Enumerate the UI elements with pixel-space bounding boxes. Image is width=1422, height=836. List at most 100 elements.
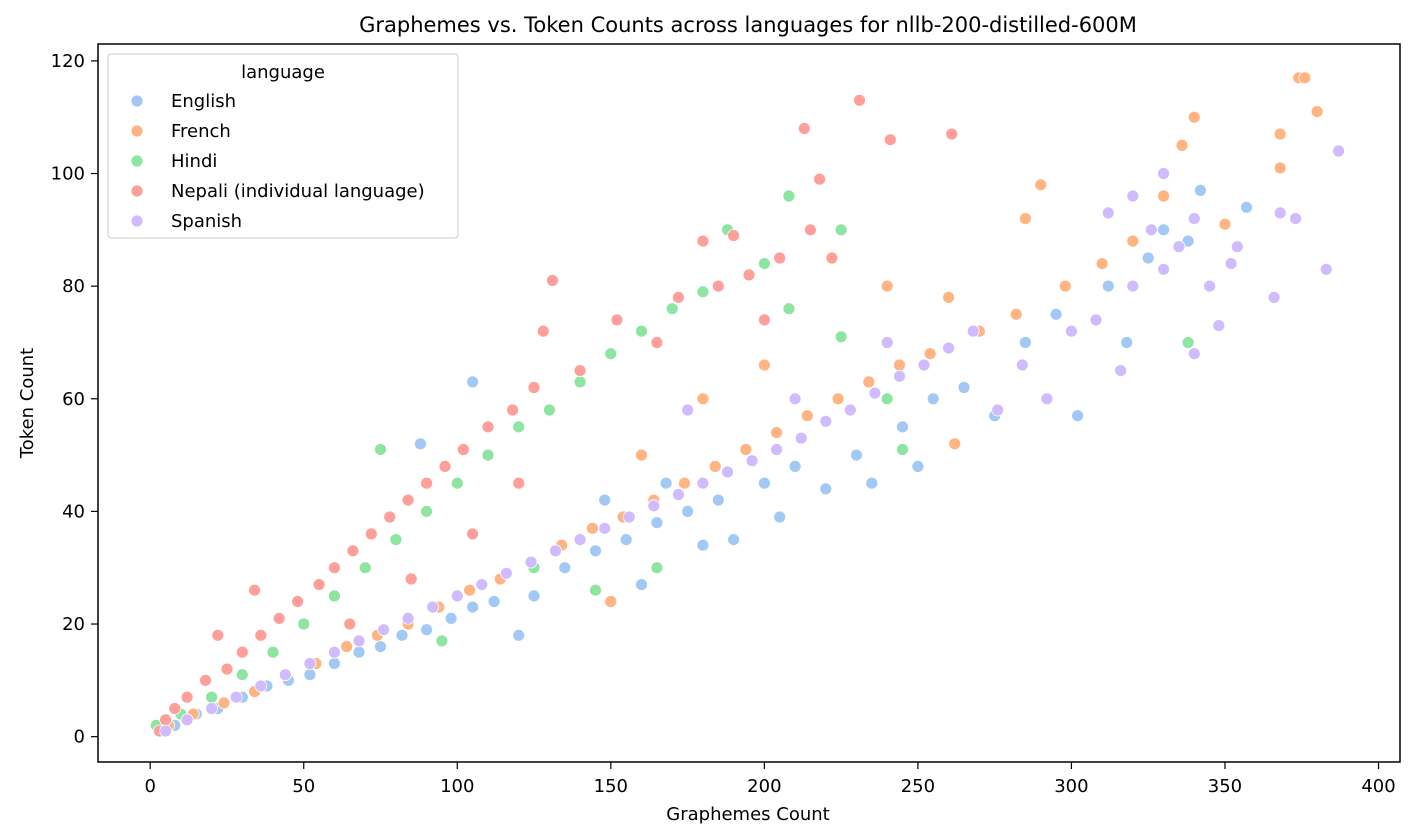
chart-title: Graphemes vs. Token Counts across langua… (359, 13, 1137, 37)
series-3 (152, 93, 959, 738)
data-point (1181, 336, 1195, 349)
data-point (1040, 392, 1054, 406)
data-point (1187, 110, 1201, 124)
data-point (1126, 279, 1140, 293)
data-point (589, 544, 602, 558)
data-point (487, 595, 501, 608)
data-point (536, 324, 550, 338)
data-point (1058, 279, 1072, 293)
data-point (948, 437, 962, 451)
data-point (180, 690, 194, 704)
data-point (896, 420, 909, 434)
data-point (220, 662, 234, 676)
data-point (291, 595, 305, 608)
data-point (327, 657, 341, 670)
data-point (711, 493, 725, 507)
data-point (1289, 212, 1302, 226)
data-point (834, 223, 848, 237)
data-point (297, 617, 311, 631)
data-point (782, 189, 796, 203)
data-point (696, 285, 710, 299)
data-point (647, 499, 661, 513)
data-point (589, 583, 602, 597)
data-point (475, 578, 489, 591)
data-point (420, 476, 434, 490)
data-point (1273, 127, 1287, 141)
legend: language English French Hindi Nepali (indiv… (107, 53, 459, 239)
data-point (708, 459, 722, 473)
data-point (1065, 324, 1078, 338)
data-point (681, 403, 694, 417)
data-point (1049, 307, 1063, 321)
data-point (413, 437, 427, 451)
y-tick-label: 0 (74, 727, 85, 748)
data-point (604, 595, 618, 608)
data-point (727, 229, 740, 242)
data-point (711, 279, 725, 293)
data-point (880, 336, 894, 349)
data-point (573, 364, 587, 378)
data-point (266, 645, 280, 659)
x-tick-label: 0 (144, 776, 155, 797)
y-tick-label: 40 (62, 501, 85, 522)
data-point (957, 381, 971, 394)
data-point (450, 476, 464, 490)
data-point (672, 290, 685, 304)
data-point (598, 521, 612, 535)
data-point (1019, 336, 1032, 349)
y-tick-label: 20 (62, 614, 85, 635)
y-tick-label: 100 (51, 164, 85, 185)
x-tick-label: 200 (747, 776, 781, 797)
data-point (926, 392, 940, 406)
x-tick-label: 100 (440, 776, 474, 797)
data-point (1120, 336, 1134, 349)
data-point (659, 476, 673, 490)
data-point (168, 702, 182, 715)
data-point (635, 578, 648, 591)
legend-label: English (171, 91, 236, 112)
data-point (758, 476, 771, 490)
data-point (678, 476, 691, 490)
data-point (438, 459, 452, 473)
data-point (966, 324, 980, 338)
data-point (782, 302, 796, 316)
data-point (650, 561, 664, 575)
legend-label: Hindi (171, 151, 217, 172)
data-point (991, 403, 1005, 417)
data-point (911, 459, 925, 473)
data-point (696, 538, 710, 552)
data-point (1175, 138, 1189, 152)
data-point (217, 696, 231, 710)
data-point (773, 251, 787, 265)
data-point (604, 347, 618, 361)
x-tick-label: 400 (1361, 776, 1395, 797)
data-point (880, 392, 894, 406)
data-point (374, 640, 387, 653)
data-point (512, 476, 526, 490)
data-point (773, 510, 787, 524)
data-point (527, 381, 541, 394)
data-point (883, 133, 897, 147)
data-point (303, 657, 317, 670)
data-point (945, 127, 959, 141)
data-point (1187, 347, 1201, 361)
data-point (1034, 178, 1048, 192)
legend-marker (130, 214, 144, 228)
data-point (942, 290, 955, 304)
data-point (819, 482, 833, 496)
data-point (389, 533, 403, 546)
data-point (742, 268, 756, 282)
data-point (619, 533, 633, 546)
data-point (352, 634, 366, 648)
data-point (549, 544, 562, 558)
data-point (450, 589, 464, 603)
data-point (573, 375, 587, 389)
data-point (463, 583, 477, 597)
data-point (377, 623, 391, 637)
data-point (358, 561, 372, 575)
data-point (696, 234, 710, 248)
data-point (327, 645, 341, 659)
data-point (1114, 364, 1127, 378)
data-point (770, 426, 783, 440)
